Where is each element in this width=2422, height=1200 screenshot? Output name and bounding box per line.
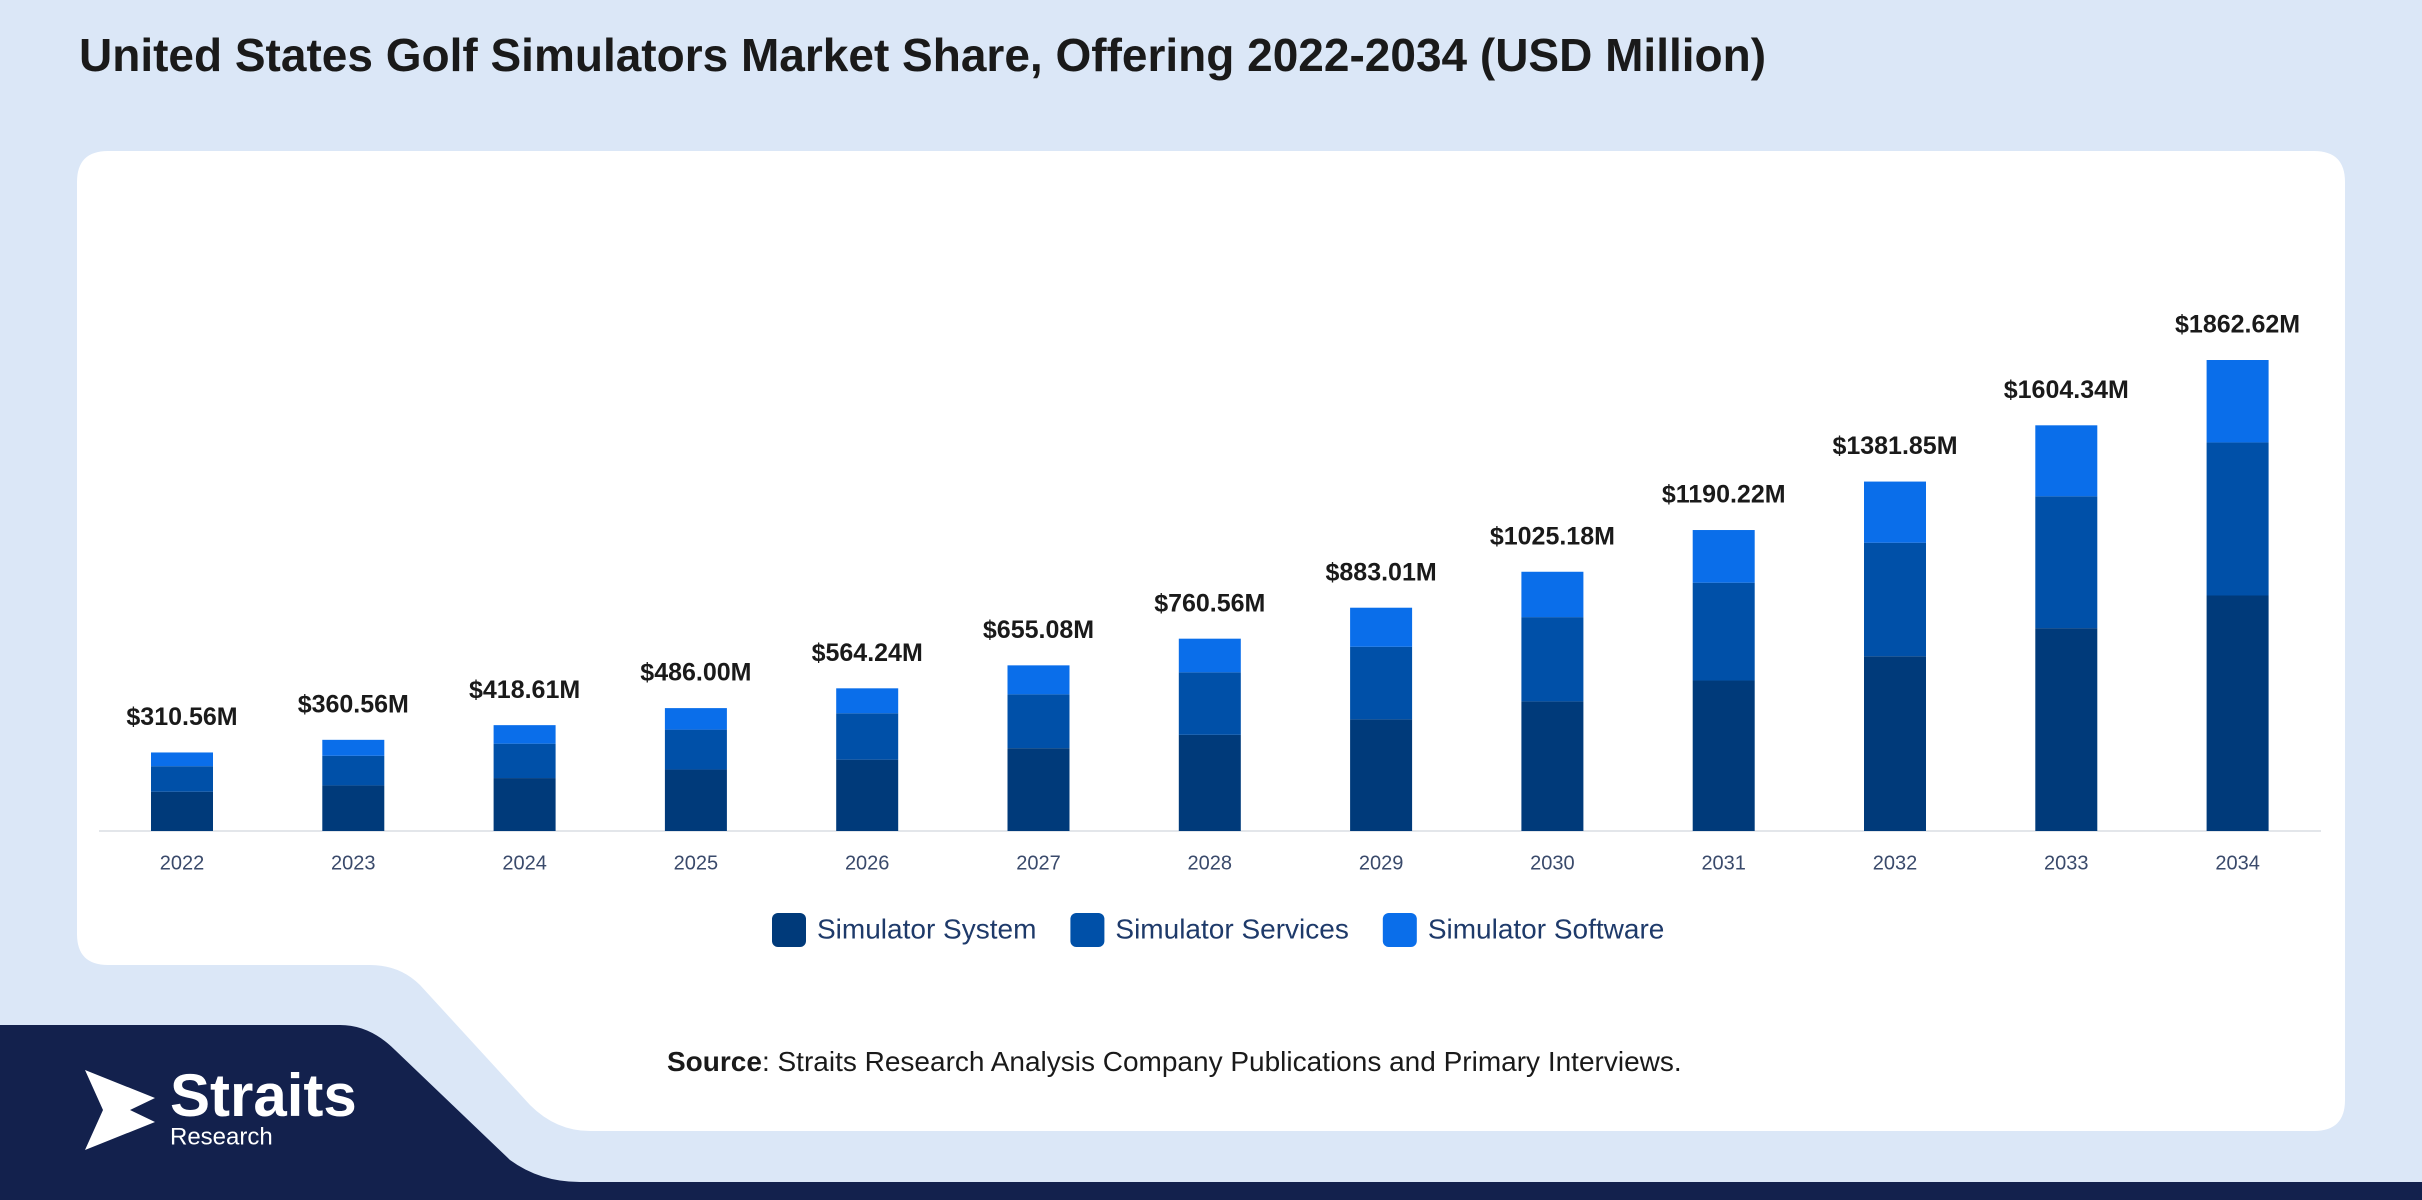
bar-segment — [493, 778, 556, 831]
total-label: $883.01M — [1325, 558, 1436, 586]
bar-segment — [151, 752, 213, 767]
bar-segment — [836, 713, 899, 760]
legend-swatch — [772, 913, 806, 947]
total-label: $360.56M — [298, 690, 409, 718]
legend-swatch — [1070, 913, 1105, 947]
bar-segment — [664, 729, 727, 770]
x-tick-label: 2022 — [160, 852, 205, 874]
total-label: $418.61M — [469, 676, 580, 704]
bar-segment — [1007, 748, 1070, 831]
bar-segment — [2206, 360, 2269, 443]
bar-segment — [836, 759, 899, 831]
x-tick-label: 2024 — [502, 852, 547, 874]
bar-segment — [1350, 719, 1413, 831]
bar-segment — [1521, 571, 1584, 618]
bar-segment — [151, 791, 213, 831]
x-tick-label: 2026 — [845, 852, 890, 874]
x-tick-label: 2029 — [1359, 852, 1404, 874]
total-label: $1190.22M — [1662, 481, 1786, 509]
bar-segment — [1007, 665, 1070, 695]
total-label: $1862.62M — [2175, 311, 2300, 339]
footer-band — [0, 1025, 2422, 1200]
bar-segment — [2206, 595, 2269, 831]
total-label: $1025.18M — [1490, 522, 1615, 550]
x-tick-label: 2033 — [2044, 852, 2089, 874]
bar-segment — [1178, 672, 1241, 735]
bar-segment — [1864, 542, 1926, 657]
x-tick-label: 2023 — [331, 852, 376, 874]
legend-swatch — [1382, 913, 1417, 947]
bar-segment — [2035, 425, 2098, 497]
bar-segment — [1692, 530, 1755, 583]
bar-segment — [836, 688, 899, 714]
x-tick-label: 2028 — [1188, 852, 1233, 874]
bar-segment — [1350, 607, 1413, 647]
bar-segment — [1178, 734, 1241, 831]
bar-segment — [1521, 617, 1584, 702]
logo-icon — [85, 1070, 155, 1150]
bar-segment — [493, 743, 556, 779]
legend-label: Simulator Software — [1428, 913, 1665, 944]
x-tick-label: 2032 — [1873, 852, 1918, 874]
bar-segment — [1864, 481, 1926, 543]
logo-sub: Research — [170, 1123, 273, 1150]
bar-segment — [664, 769, 727, 831]
source-label: Source — [667, 1046, 762, 1077]
bar-segment — [1521, 701, 1584, 831]
bar-segment — [2035, 628, 2098, 831]
bar-segment — [322, 755, 385, 786]
bar-segment — [493, 725, 556, 744]
bar-segment — [2206, 442, 2269, 596]
bar-segment — [664, 708, 727, 730]
source: Source: Straits Research Analysis Compan… — [667, 1046, 1682, 1077]
chart-title: United States Golf Simulators Market Sha… — [79, 29, 1766, 81]
x-tick-label: 2025 — [674, 852, 719, 874]
total-label: $760.56M — [1154, 589, 1265, 617]
bar-segment — [1178, 638, 1241, 673]
bar-segment — [1007, 694, 1070, 749]
legend-label: Simulator Services — [1115, 913, 1348, 944]
bar-segment — [151, 766, 213, 792]
source-text: : Straits Research Analysis Company Publ… — [762, 1046, 1682, 1077]
logo-name: Straits — [170, 1062, 357, 1129]
total-label: $655.08M — [983, 616, 1094, 644]
x-tick-label: 2030 — [1530, 852, 1575, 874]
x-tick-label: 2034 — [2215, 852, 2260, 874]
bar-segment — [322, 739, 385, 756]
total-label: $486.00M — [640, 659, 751, 687]
bar-segment — [322, 785, 385, 831]
total-label: $1604.34M — [2004, 376, 2129, 404]
legend-label: Simulator System — [817, 913, 1036, 944]
bar-segment — [1692, 582, 1755, 681]
bar-segment — [1350, 646, 1413, 720]
total-label: $1381.85M — [1832, 432, 1957, 460]
x-tick-label: 2027 — [1016, 852, 1061, 874]
bar-segment — [2035, 496, 2098, 629]
total-label: $564.24M — [812, 639, 923, 667]
total-label: $310.56M — [126, 703, 237, 731]
x-tick-label: 2031 — [1701, 852, 1746, 874]
bar-segment — [1692, 680, 1755, 831]
bar-segment — [1864, 656, 1926, 831]
